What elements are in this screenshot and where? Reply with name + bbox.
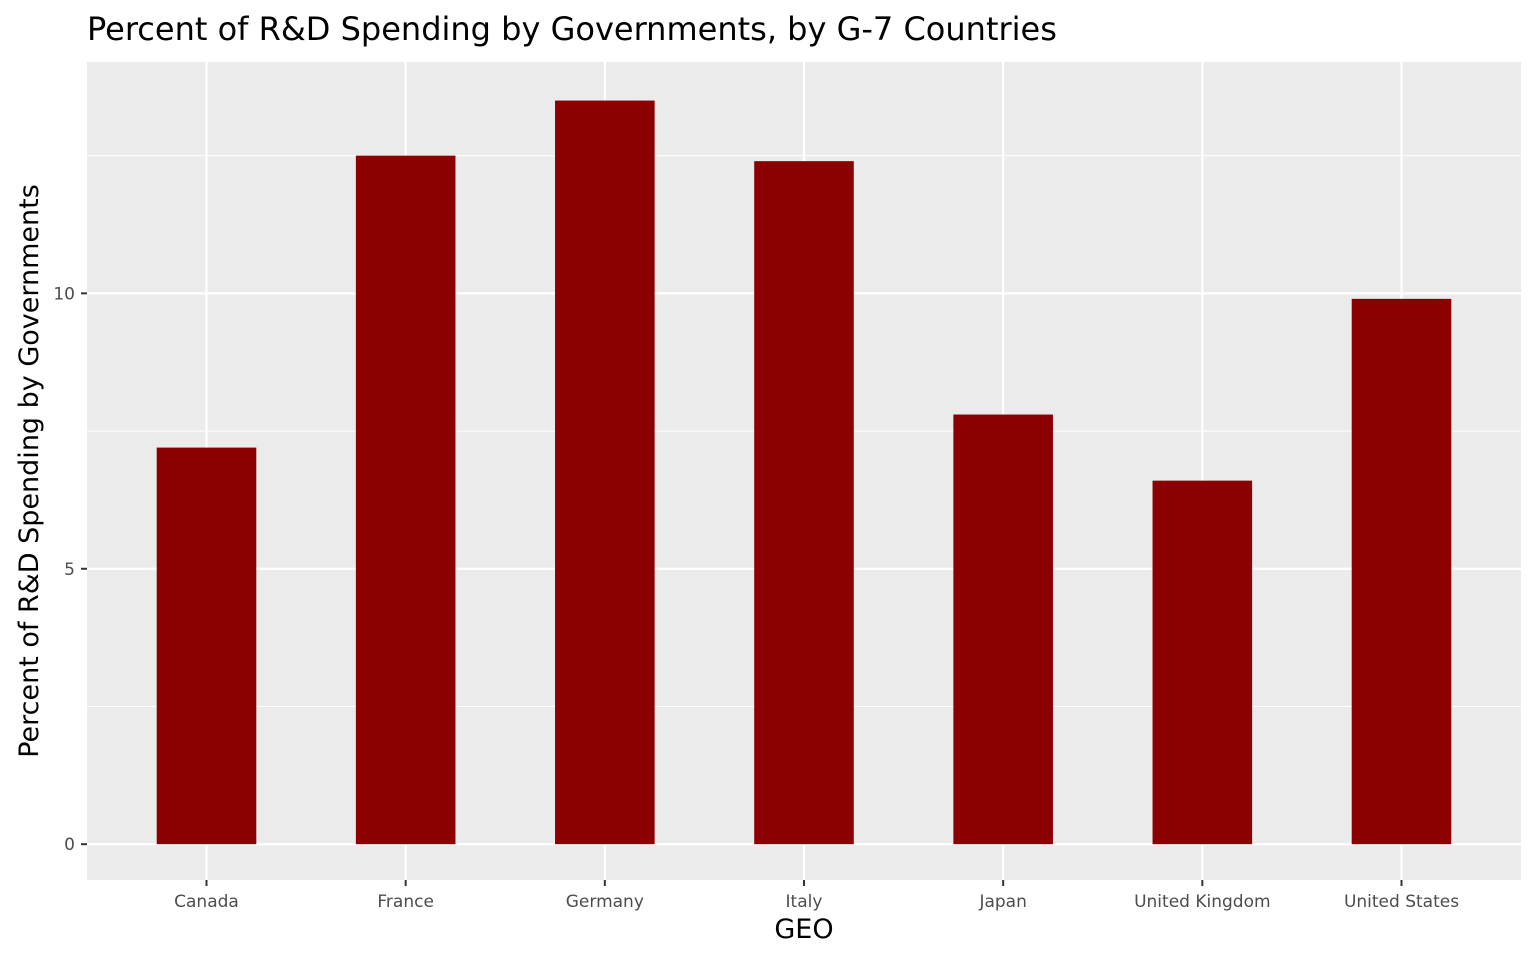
x-tick-label-6: United States: [1344, 892, 1459, 912]
y-tick-label-1: 5: [64, 560, 75, 580]
x-tick-label-0: Canada: [174, 892, 239, 912]
chart-title: Percent of R&D Spending by Governments, …: [87, 10, 1057, 48]
x-tick-label-2: Germany: [566, 892, 644, 912]
y-axis-title: Percent of R&D Spending by Governments: [14, 184, 45, 758]
bars: [156, 100, 1452, 845]
bar-italy: [754, 161, 854, 845]
x-tick-label-3: Italy: [786, 892, 823, 912]
x-tick-label-1: France: [377, 892, 434, 912]
x-axis: Canada France Germany Italy Japan United King…: [174, 880, 1459, 912]
x-tick-label-4: Japan: [978, 892, 1026, 912]
x-axis-title: GEO: [774, 914, 833, 945]
bar-canada: [156, 447, 257, 845]
y-axis: 0 5 10: [53, 284, 87, 855]
bar-united-states: [1351, 298, 1452, 845]
bar-japan: [953, 414, 1053, 845]
bar-germany: [555, 100, 655, 845]
y-tick-label-2: 10: [53, 284, 75, 304]
y-tick-label-0: 0: [64, 835, 75, 855]
x-tick-label-5: United Kingdom: [1134, 892, 1270, 912]
bar-united-kingdom: [1152, 480, 1253, 845]
bar-france: [355, 155, 456, 845]
